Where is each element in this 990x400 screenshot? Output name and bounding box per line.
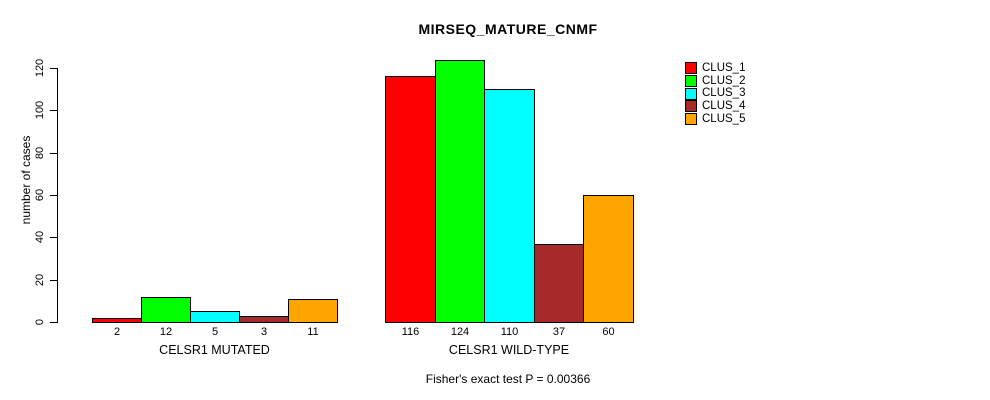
bar-value-label: 11 [307,326,319,338]
bar-clus_5-celsr1-mutated [288,299,338,323]
bar-value-label: 2 [113,326,121,338]
y-axis-label: number of cases [19,135,33,225]
bar-clus_1-celsr1-wild-type [385,76,436,323]
legend-label: CLUS_5 [702,112,746,125]
legend-swatch-icon [685,87,697,100]
bar-value-label: 5 [211,326,219,338]
y-tick-label: 60 [34,188,46,202]
bar-value-label: 110 [500,326,519,338]
legend-label: CLUS_2 [702,74,746,87]
y-tick-label: 120 [34,58,46,78]
group-label-celsr1-wild-type: CELSR1 WILD-TYPE [448,343,570,357]
legend-swatch-icon [685,62,697,75]
bar-clus_4-celsr1-mutated [239,316,289,323]
bar-value-label: 116 [401,326,420,338]
bar-clus_2-celsr1-wild-type [435,60,485,323]
fisher-test-annotation: Fisher's exact test P = 0.00366 [425,372,591,386]
y-axis-line [57,68,58,323]
group-label-celsr1-mutated: CELSR1 MUTATED [159,343,270,357]
legend: CLUS_1 CLUS_2 CLUS_3 CLUS_4 CLUS_5 [685,62,745,126]
legend-swatch-icon [685,113,697,126]
legend-item-clus_2: CLUS_2 [685,75,745,88]
legend-label: CLUS_4 [702,99,746,112]
bar-clus_2-celsr1-mutated [141,297,191,323]
y-tick-mark [50,322,57,323]
y-tick-mark [50,68,57,69]
legend-swatch-icon [685,100,697,113]
legend-item-clus_5: CLUS_5 [685,113,745,126]
bar-value-label: 12 [159,326,173,338]
y-tick-mark [50,195,57,196]
y-tick-label: 0 [34,318,46,326]
y-tick-label: 100 [34,100,46,120]
y-tick-mark [50,110,57,111]
bar-value-label: 37 [552,326,566,338]
y-tick-mark [50,237,57,238]
legend-label: CLUS_3 [702,87,746,100]
bar-clus_3-celsr1-mutated [190,311,240,323]
legend-item-clus_4: CLUS_4 [685,100,745,113]
legend-label: CLUS_1 [702,61,746,74]
bar-value-label: 124 [450,326,470,338]
chart-title: MIRSEQ_MATURE_CNMF [418,21,598,37]
bar-clus_3-celsr1-wild-type [484,89,535,323]
bar-clus_4-celsr1-wild-type [534,244,584,323]
legend-item-clus_3: CLUS_3 [685,87,745,100]
bar-value-label: 60 [602,326,615,338]
y-tick-mark [50,153,57,154]
bar-value-label: 3 [260,326,268,338]
bar-clus_1-celsr1-mutated [92,318,142,323]
y-tick-label: 40 [34,230,46,244]
bar-clus_5-celsr1-wild-type [583,195,634,323]
legend-item-clus_1: CLUS_1 [685,62,745,75]
legend-swatch-icon [685,75,697,88]
y-tick-label: 80 [34,146,46,160]
y-tick-label: 20 [34,273,46,287]
y-tick-mark [50,280,57,281]
